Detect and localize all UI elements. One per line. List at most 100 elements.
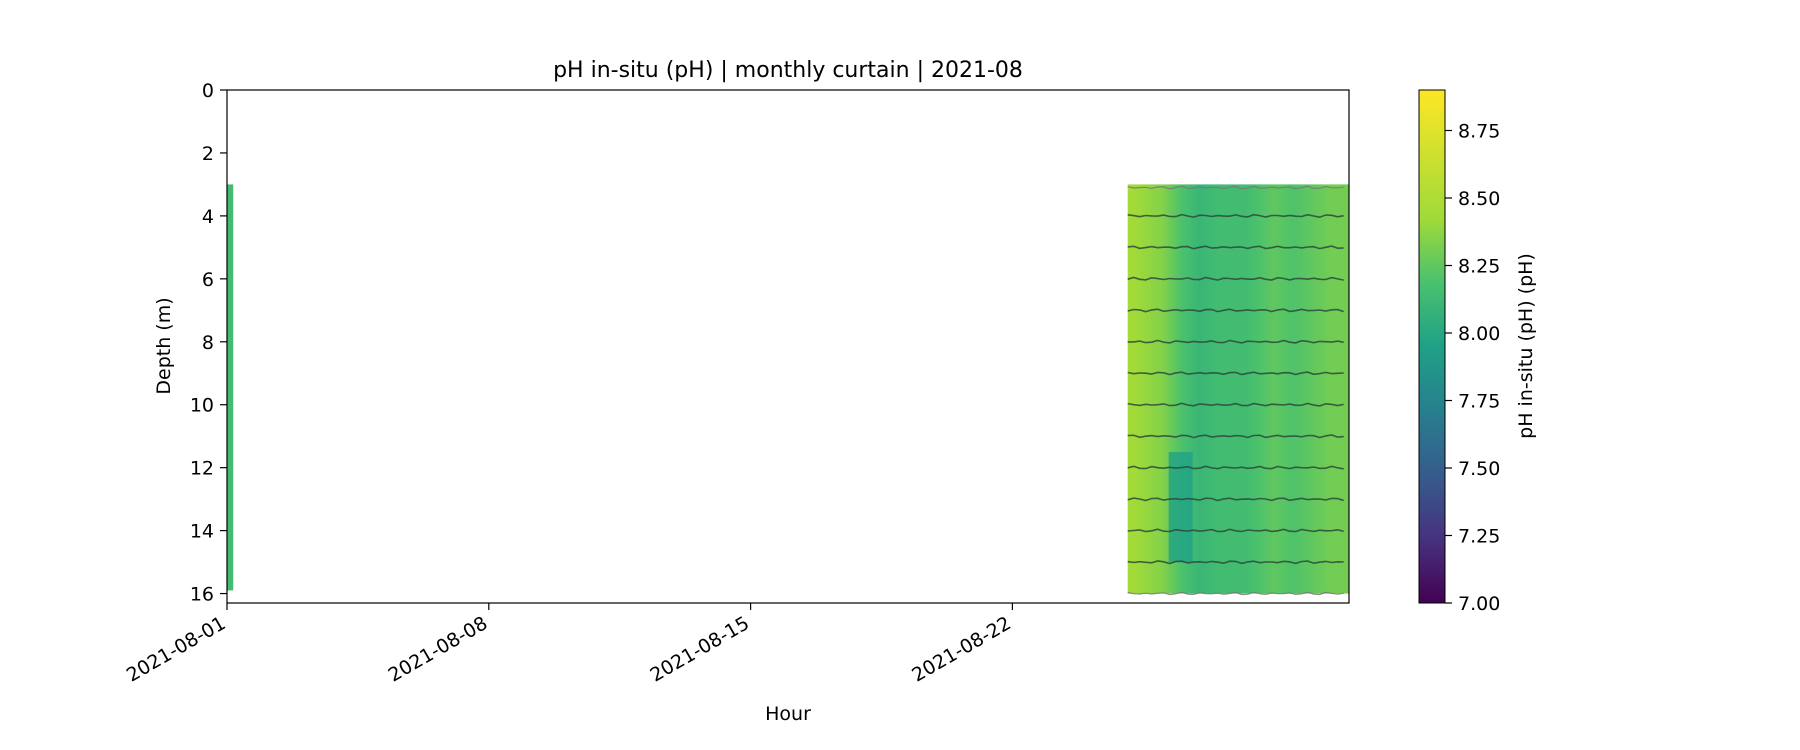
- data-cell: [1211, 184, 1215, 594]
- data-cell: [1314, 184, 1317, 594]
- data-cell: [1176, 184, 1179, 594]
- data-cell: [1239, 184, 1243, 594]
- colorbar-tick-label: 7.25: [1458, 526, 1500, 548]
- sensor-depth-lines: [1127, 185, 1344, 596]
- sensor-line: [1127, 276, 1344, 281]
- data-cell: [1344, 184, 1347, 594]
- data-cell: [1325, 184, 1328, 594]
- data-cell: [1317, 184, 1320, 594]
- x-axis: 2021-08-01 2021-08-08 2021-08-15 2021-08-22: [123, 603, 1015, 687]
- data-cell: [1229, 184, 1233, 594]
- data-cell: [1139, 184, 1143, 594]
- data-cell: [1225, 184, 1229, 594]
- colorbar-ticks: 7.00 7.25 7.50 7.75 8.00 8.25 8.50 8.75: [1445, 121, 1500, 615]
- sensor-line: [1127, 308, 1344, 313]
- data-cell: [1303, 184, 1306, 594]
- y-tick-label: 16: [190, 584, 214, 606]
- data-cell: [1199, 184, 1202, 594]
- sensor-line: [1127, 371, 1344, 376]
- data-cell: [1174, 184, 1177, 594]
- data-cell: [1216, 184, 1219, 594]
- colorbar-label: pH in-situ (pH) (pH): [1515, 253, 1537, 439]
- data-cell: [1188, 184, 1191, 594]
- data-cell: [1277, 184, 1280, 594]
- data-cell: [1180, 184, 1183, 594]
- data-cell: [1269, 184, 1273, 594]
- data-cell: [1147, 184, 1152, 594]
- plot-area: [226, 89, 1350, 604]
- sensor-line: [1127, 213, 1344, 219]
- y-axis: 0 2 4 6 8 10 12 14 16: [190, 80, 227, 606]
- data-cell: [1236, 184, 1240, 594]
- data-cell: [1324, 184, 1327, 594]
- data-cell: [1283, 184, 1286, 594]
- y-tick-label: 6: [202, 269, 214, 291]
- data-cell: [1232, 184, 1236, 594]
- data-cell: [1197, 184, 1200, 594]
- data-cell: [1347, 184, 1349, 594]
- data-cell: [1183, 184, 1186, 594]
- data-cell: [1291, 184, 1294, 594]
- sensor-line: [1127, 402, 1344, 407]
- data-cell: [1255, 184, 1259, 594]
- data-cell: [1168, 184, 1171, 594]
- data-cell: [1334, 184, 1338, 594]
- colorbar-gradient: [1418, 89, 1446, 604]
- data-cell: [1156, 184, 1160, 594]
- data-segment-2: [1127, 184, 1349, 594]
- data-cell: [1328, 184, 1331, 594]
- data-cell: [1185, 184, 1188, 594]
- sensor-line: [1127, 560, 1344, 565]
- data-cell: [1257, 184, 1261, 594]
- y-axis-label: Depth (m): [153, 297, 175, 394]
- data-cell: [1248, 184, 1252, 594]
- data-cell: [1253, 184, 1257, 594]
- data-cell: [1330, 184, 1333, 594]
- data-cell: [1345, 184, 1349, 594]
- data-cell: [1193, 184, 1196, 594]
- data-cell: [1162, 184, 1165, 594]
- y-tick-label: 10: [190, 395, 214, 417]
- data-cell: [1275, 184, 1278, 594]
- data-cell: [1319, 184, 1322, 594]
- data-cell: [1300, 184, 1303, 594]
- data-cell: [1191, 184, 1194, 594]
- data-cell: [1297, 184, 1300, 594]
- data-cell: [1177, 184, 1180, 594]
- data-cell: [1286, 184, 1289, 594]
- data-cell: [1341, 184, 1344, 594]
- data-cell: [1322, 184, 1325, 594]
- y-tick-label: 14: [190, 521, 214, 543]
- sensor-line: [1127, 185, 1344, 190]
- data-cell: [1264, 184, 1268, 594]
- data-cell: [1260, 184, 1264, 594]
- data-cell: [1171, 184, 1174, 594]
- sensor-line: [1127, 339, 1344, 344]
- sensor-line: [1127, 245, 1344, 250]
- data-cell: [1281, 184, 1285, 594]
- low-ph-cell: [1168, 451, 1193, 563]
- data-cell: [1278, 184, 1282, 594]
- plot-frame: [226, 89, 1350, 604]
- data-cell: [1200, 184, 1204, 594]
- data-cell: [1172, 184, 1176, 594]
- data-cell: [1292, 184, 1296, 594]
- data-cell: [1165, 184, 1168, 594]
- data-cell: [1190, 184, 1193, 594]
- data-cell: [1204, 184, 1207, 594]
- data-cell: [1280, 184, 1283, 594]
- data-cell: [1274, 184, 1277, 594]
- data-cell: [1208, 184, 1211, 594]
- data-cell: [1308, 184, 1311, 594]
- data-cell: [1250, 184, 1254, 594]
- data-cell: [1186, 184, 1190, 594]
- data-cell: [1311, 184, 1314, 594]
- data-cell: [1310, 184, 1313, 594]
- data-cells: [227, 184, 1349, 594]
- data-cell: [1207, 184, 1210, 594]
- data-cell: [1333, 184, 1336, 594]
- data-cell: [1169, 184, 1172, 594]
- data-cell: [1327, 184, 1330, 594]
- colorbar-tick-label: 7.50: [1458, 458, 1500, 480]
- x-axis-label: Hour: [765, 703, 811, 725]
